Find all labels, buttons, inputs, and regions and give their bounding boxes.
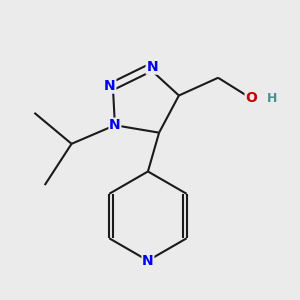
Text: N: N: [109, 118, 121, 132]
Text: H: H: [267, 92, 277, 105]
Text: N: N: [142, 254, 154, 268]
Text: O: O: [245, 92, 257, 105]
Text: N: N: [146, 60, 158, 74]
Text: N: N: [104, 79, 116, 93]
